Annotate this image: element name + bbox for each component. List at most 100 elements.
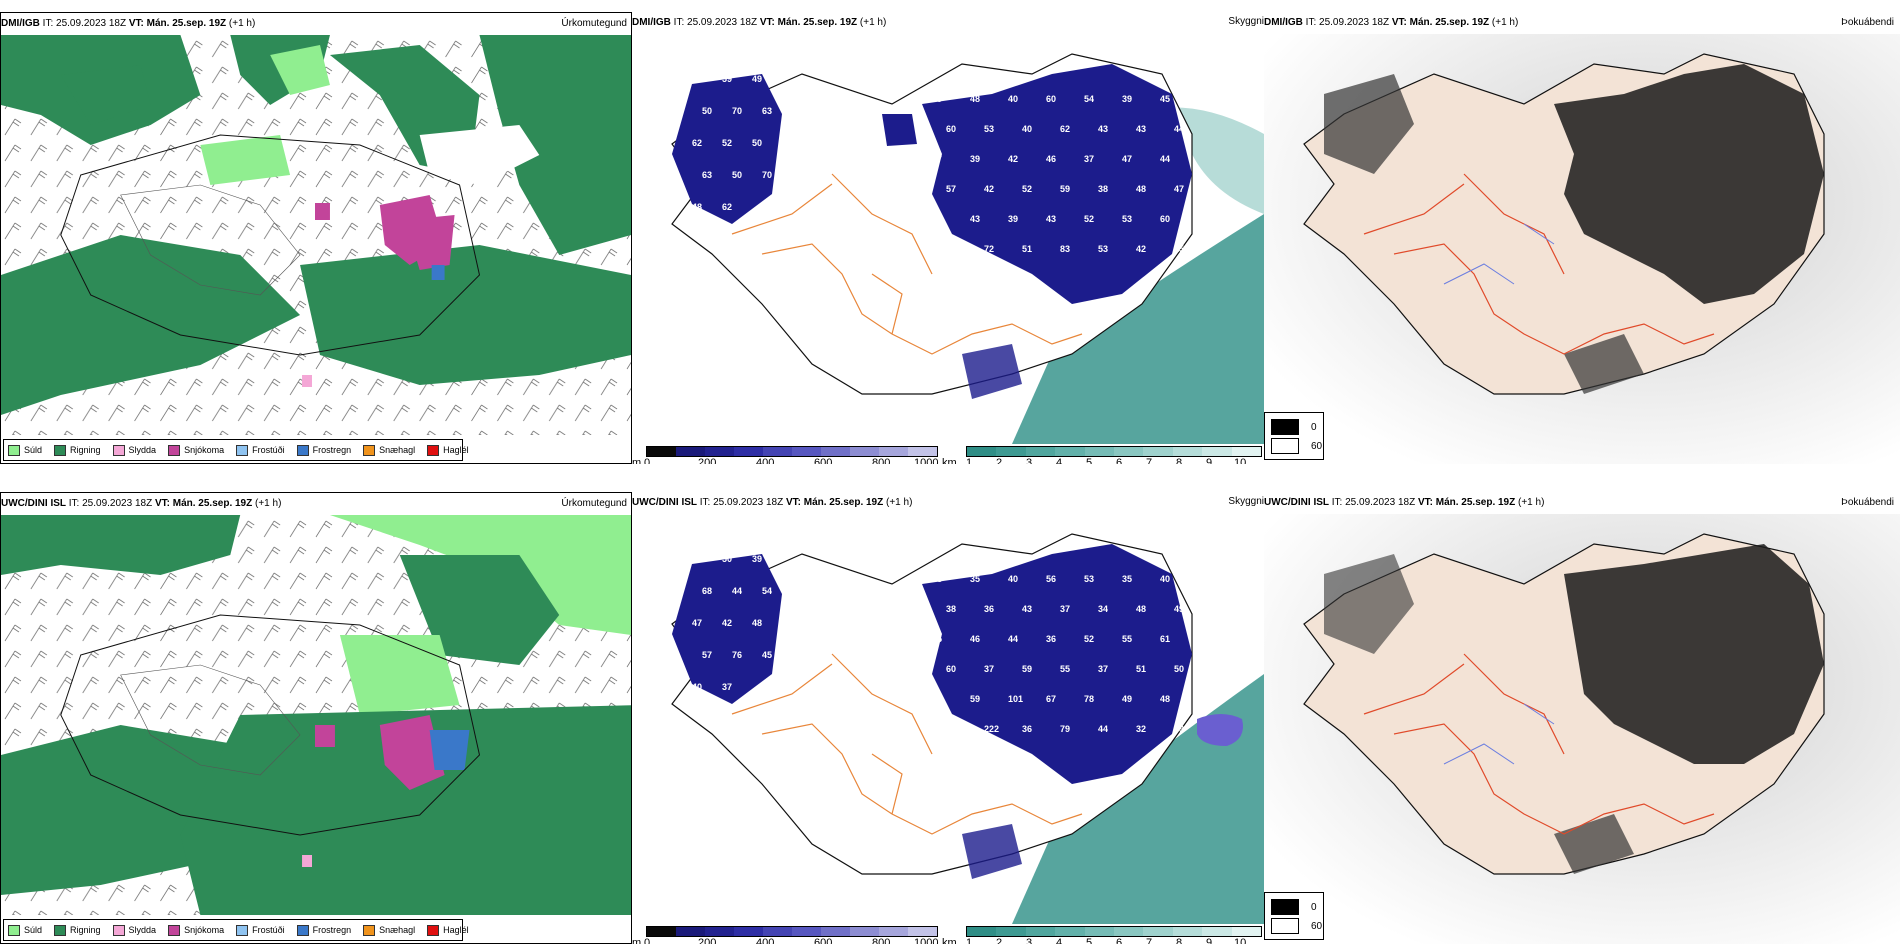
legend-swatch	[54, 924, 67, 936]
scale-unit: m	[632, 457, 642, 464]
field-name: Skyggni	[1228, 496, 1264, 507]
legend-item: Slydda	[112, 444, 156, 456]
cloud-visibility-panel-row2: UWC/DINI ISL IT: 25.09.2023 18Z VT: Mán.…	[632, 492, 1264, 944]
visibility-value: 37	[1060, 604, 1071, 614]
visibility-value: 48	[1160, 694, 1171, 704]
visibility-value: 47	[692, 618, 703, 628]
color-step	[792, 927, 821, 936]
legend-item: Slydda	[112, 924, 156, 936]
visibility-value: 83	[1060, 244, 1071, 254]
legend-item: Haglél	[427, 924, 469, 936]
visibility-value: 60	[946, 664, 957, 674]
precip-panel-row2: UWC/DINI ISL IT: 25.09.2023 18Z VT: Mán.…	[0, 492, 632, 944]
visibility-value: 44	[1008, 634, 1019, 644]
panel-title: DMI/IGB IT: 25.09.2023 18Z VT: Mán. 25.s…	[1, 15, 631, 33]
scale-tick: 10	[1234, 457, 1247, 464]
visibility-value: 42	[1008, 154, 1019, 164]
visibility-value: 50	[752, 138, 763, 148]
color-step	[1202, 447, 1232, 456]
legend-swatch	[427, 924, 440, 936]
visibility-value: 55	[932, 634, 943, 644]
scale-tick: 5	[1086, 457, 1093, 464]
scale-unit: m	[632, 937, 642, 944]
visibility-value: 38	[946, 604, 957, 614]
legend-item: Súld	[8, 924, 42, 936]
color-step	[821, 447, 850, 456]
legend-item: Frostregn	[296, 444, 351, 456]
visibility-value: 46	[970, 634, 981, 644]
scale-tick: 7	[1146, 937, 1153, 944]
visibility-value: 52	[722, 138, 733, 148]
cloud-color-bar	[646, 926, 938, 937]
visibility-value: 59	[722, 74, 733, 84]
visibility-value: 44	[1160, 154, 1171, 164]
visibility-value: 61	[1160, 634, 1171, 644]
legend-item: Haglél	[427, 444, 469, 456]
cloud-visibility-map: 99 48 40 60 54 39 45 60 53 40 62 43 43 44 37 39 42 46 37 47…	[632, 34, 1264, 444]
visibility-value: 68	[702, 586, 713, 596]
field-name: Úrkomutegund	[561, 18, 627, 29]
color-step	[967, 447, 997, 456]
visibility-labels-west: 77 50 39 68 44 54 47 42 48 57 76 45 40 37	[692, 554, 792, 724]
scale-tick: 800	[872, 937, 891, 944]
field-name: Skyggni	[1228, 16, 1264, 27]
color-step	[1172, 447, 1203, 456]
visibility-value: 40	[1008, 94, 1019, 104]
visibility-value: 48	[1136, 604, 1147, 614]
visibility-value: 49	[752, 74, 763, 84]
color-step	[908, 447, 937, 456]
visibility-value: 54	[1084, 94, 1095, 104]
precip-legend: Súld Rigning Slydda Snjókoma Frostúði Fr…	[3, 439, 469, 461]
visibility-value: 59	[970, 694, 981, 704]
panel-title: UWC/DINI ISL IT: 25.09.2023 18Z VT: Mán.…	[1264, 494, 1900, 512]
visibility-value: 42	[1136, 244, 1147, 254]
visibility-value: 47	[1174, 184, 1185, 194]
color-step	[1231, 447, 1262, 456]
visibility-value: 52	[1022, 184, 1033, 194]
scale-tick: 800	[872, 457, 891, 464]
visibility-value: 51	[1022, 244, 1033, 254]
visibility-value: 77	[692, 554, 703, 564]
scale-tick: 0	[644, 937, 651, 944]
legend-swatch	[427, 444, 440, 456]
legend-item: Frostregn	[296, 924, 351, 936]
scale-tick: 9	[1206, 457, 1213, 464]
visibility-value: 42	[932, 214, 943, 224]
scale-tick: 9	[1206, 937, 1213, 944]
legend-swatch	[296, 444, 309, 456]
scale-tick: 3	[1026, 457, 1033, 464]
visibility-value: 48	[970, 94, 981, 104]
legend-item: Frostúði	[236, 924, 285, 936]
scale-tick: 2	[996, 937, 1003, 944]
legend-swatch	[168, 444, 181, 456]
color-step	[734, 927, 763, 936]
legend-item: Rigning	[54, 444, 101, 456]
visibility-value: 62	[722, 202, 733, 212]
color-step	[908, 927, 937, 936]
visibility-value: 40	[1160, 574, 1171, 584]
visibility-value: 50	[702, 106, 713, 116]
visibility-value: 70	[732, 106, 743, 116]
scale-tick: 1	[966, 457, 973, 464]
legend-swatch	[54, 444, 67, 456]
visibility-value: 53	[1098, 244, 1109, 254]
visibility-labels-west: 56 59 49 50 70 63 62 52 50 63 50 70 48 62	[692, 74, 792, 244]
legend-swatch	[236, 924, 249, 936]
legend-item: Snjókoma	[168, 924, 224, 936]
visibility-value: 39	[970, 154, 981, 164]
scale-tick: 4	[1056, 937, 1063, 944]
visibility-value: 57	[702, 650, 713, 660]
visibility-value: 79	[1060, 724, 1071, 734]
legend-item: Snæhagl	[363, 444, 415, 456]
visibility-value: 37	[932, 154, 943, 164]
legend-swatch	[112, 924, 125, 936]
visibility-value: 53	[1084, 574, 1095, 584]
scale-tick: 200	[698, 457, 717, 464]
color-step	[734, 447, 763, 456]
visibility-value: 51	[1136, 664, 1147, 674]
visibility-value: 55	[1122, 634, 1133, 644]
visibility-value: 63	[762, 106, 773, 116]
visibility-value: 32	[1136, 724, 1147, 734]
visibility-value: 43	[1098, 124, 1109, 134]
scale-tick: 4	[1056, 457, 1063, 464]
